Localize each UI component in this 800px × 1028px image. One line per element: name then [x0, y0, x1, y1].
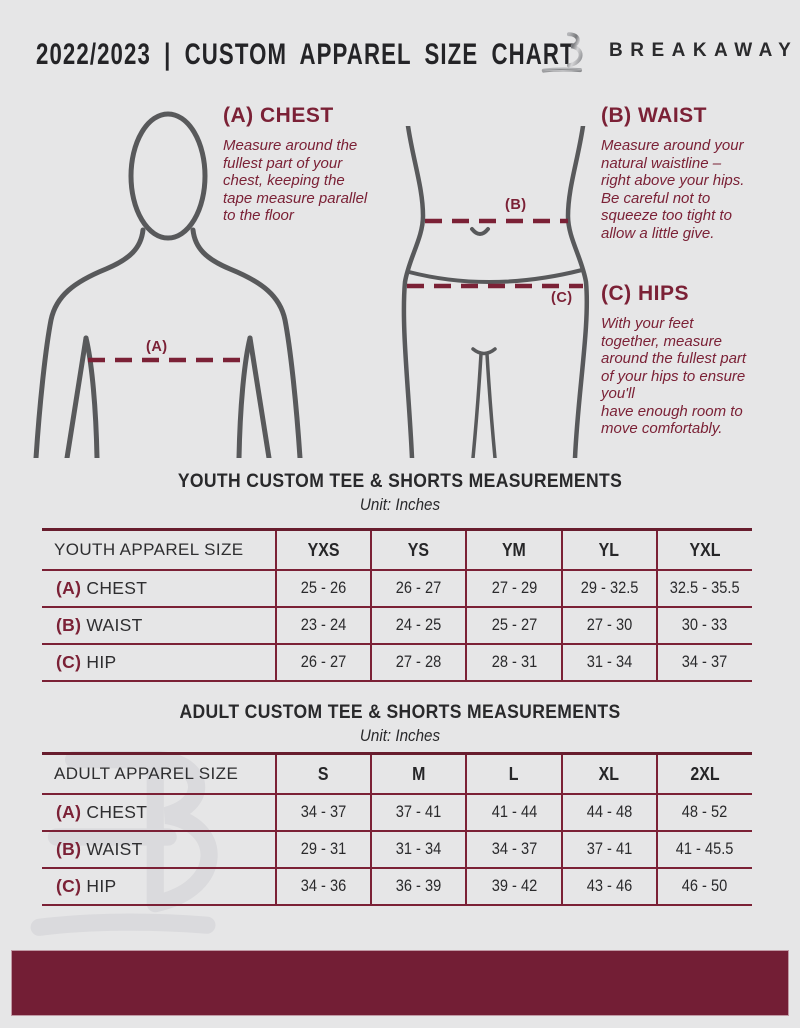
waist-marker-label: (B): [505, 197, 527, 213]
adult-col-header: M: [370, 753, 467, 795]
table-row: (A) CHEST 34 - 37 37 - 41 41 - 44 44 - 4…: [42, 793, 752, 832]
size-cell: 39 - 42: [465, 867, 562, 906]
chest-guide: (A) CHEST Measure around the fullest par…: [223, 104, 415, 225]
size-cell: 24 - 25: [370, 606, 467, 645]
size-cell: 23 - 24: [274, 606, 372, 645]
row-label: (C) HIP: [42, 643, 276, 682]
adult-section-unit: Unit: Inches: [359, 727, 441, 745]
waist-guide-body: Measure around your natural waistline – …: [601, 137, 745, 242]
waist-guide-heading: (B) WAIST: [601, 104, 707, 127]
size-cell: 29 - 32.5: [560, 569, 657, 608]
hips-guide-heading: (C) HIPS: [601, 282, 689, 305]
table-row: (C) HIP 26 - 27 27 - 28 28 - 31 31 - 34 …: [42, 643, 752, 682]
hips-guide-body: With your feet together, measure around …: [601, 315, 747, 437]
adult-col-header: XL: [560, 753, 657, 795]
size-cell: 29 - 31: [274, 830, 372, 869]
youth-size-table: YOUTH APPAREL SIZE YXS YS YM YL YXL (A) …: [42, 528, 752, 682]
size-cell: 25 - 26: [274, 569, 372, 608]
table-row: (A) CHEST 25 - 26 26 - 27 27 - 29 29 - 3…: [42, 569, 752, 608]
row-label: (C) HIP: [42, 867, 276, 906]
chest-figure-illustration: [33, 111, 303, 458]
youth-section-unit: Unit: Inches: [359, 496, 441, 514]
chest-marker-label: (A): [146, 339, 168, 355]
table-row: (B) WAIST 23 - 24 24 - 25 25 - 27 27 - 3…: [42, 606, 752, 645]
brand-name: BREAKAWAY: [609, 40, 799, 61]
size-cell: 31 - 34: [560, 643, 657, 682]
adult-section-title: ADULT CUSTOM TEE & SHORTS MEASUREMENTS: [179, 701, 621, 723]
row-label: (B) WAIST: [42, 830, 276, 869]
brand-lockup: BREAKAWAY: [540, 23, 798, 79]
size-cell: 36 - 39: [370, 867, 467, 906]
chest-guide-heading: (A) CHEST: [223, 104, 334, 127]
waist-guide: (B) WAIST Measure around your natural wa…: [601, 104, 799, 242]
youth-col-header: YXS: [274, 529, 372, 571]
youth-col-header: YL: [560, 529, 657, 571]
adult-col-header: S: [274, 753, 372, 795]
size-cell: 25 - 27: [465, 606, 562, 645]
waist-hip-figure-illustration: [401, 126, 590, 458]
adult-col-header: L: [465, 753, 562, 795]
size-cell: 30 - 33: [655, 606, 752, 645]
breakaway-logo-icon: [541, 32, 583, 73]
size-cell: 46 - 50: [655, 867, 752, 906]
size-cell: 43 - 46: [560, 867, 657, 906]
youth-section-title: YOUTH CUSTOM TEE & SHORTS MEASUREMENTS: [177, 470, 623, 492]
page-title: 2022/2023 | CUSTOM APPAREL SIZE CHART: [36, 38, 575, 71]
row-label: (B) WAIST: [42, 606, 276, 645]
youth-col-header: YS: [370, 529, 467, 571]
youth-col-header: YXL: [655, 529, 752, 571]
size-cell: 41 - 45.5: [655, 830, 752, 869]
adult-size-table: ADULT APPAREL SIZE S M L XL 2XL (A) CHES…: [42, 752, 752, 906]
hips-marker-label: (C): [551, 290, 573, 306]
size-cell: 26 - 27: [370, 569, 467, 608]
size-cell: 31 - 34: [370, 830, 467, 869]
footer-bar: [11, 950, 789, 1016]
size-cell: 27 - 30: [560, 606, 657, 645]
table-row: (B) WAIST 29 - 31 31 - 34 34 - 37 37 - 4…: [42, 830, 752, 869]
youth-header-row: YOUTH APPAREL SIZE YXS YS YM YL YXL: [42, 529, 752, 571]
size-cell: 34 - 37: [465, 830, 562, 869]
hips-guide: (C) HIPS With your feet together, measur…: [601, 282, 800, 438]
size-cell: 27 - 29: [465, 569, 562, 608]
size-cell: 27 - 28: [370, 643, 467, 682]
size-cell: 34 - 36: [274, 867, 372, 906]
chest-guide-body: Measure around the fullest part of your …: [223, 137, 368, 224]
size-cell: 37 - 41: [370, 793, 467, 832]
size-cell: 32.5 - 35.5: [655, 569, 752, 608]
table-row: (C) HIP 34 - 36 36 - 39 39 - 42 43 - 46 …: [42, 867, 752, 906]
size-cell: 28 - 31: [465, 643, 562, 682]
size-cell: 41 - 44: [465, 793, 562, 832]
youth-col-header: YM: [465, 529, 562, 571]
row-label: (A) CHEST: [42, 793, 276, 832]
adult-col-header: 2XL: [655, 753, 752, 795]
youth-label-header: YOUTH APPAREL SIZE: [42, 529, 276, 571]
size-cell: 34 - 37: [655, 643, 752, 682]
size-cell: 37 - 41: [560, 830, 657, 869]
size-cell: 48 - 52: [655, 793, 752, 832]
size-cell: 44 - 48: [560, 793, 657, 832]
adult-header-row: ADULT APPAREL SIZE S M L XL 2XL: [42, 753, 752, 795]
adult-label-header: ADULT APPAREL SIZE: [42, 753, 276, 795]
size-cell: 34 - 37: [274, 793, 372, 832]
size-cell: 26 - 27: [274, 643, 372, 682]
row-label: (A) CHEST: [42, 569, 276, 608]
